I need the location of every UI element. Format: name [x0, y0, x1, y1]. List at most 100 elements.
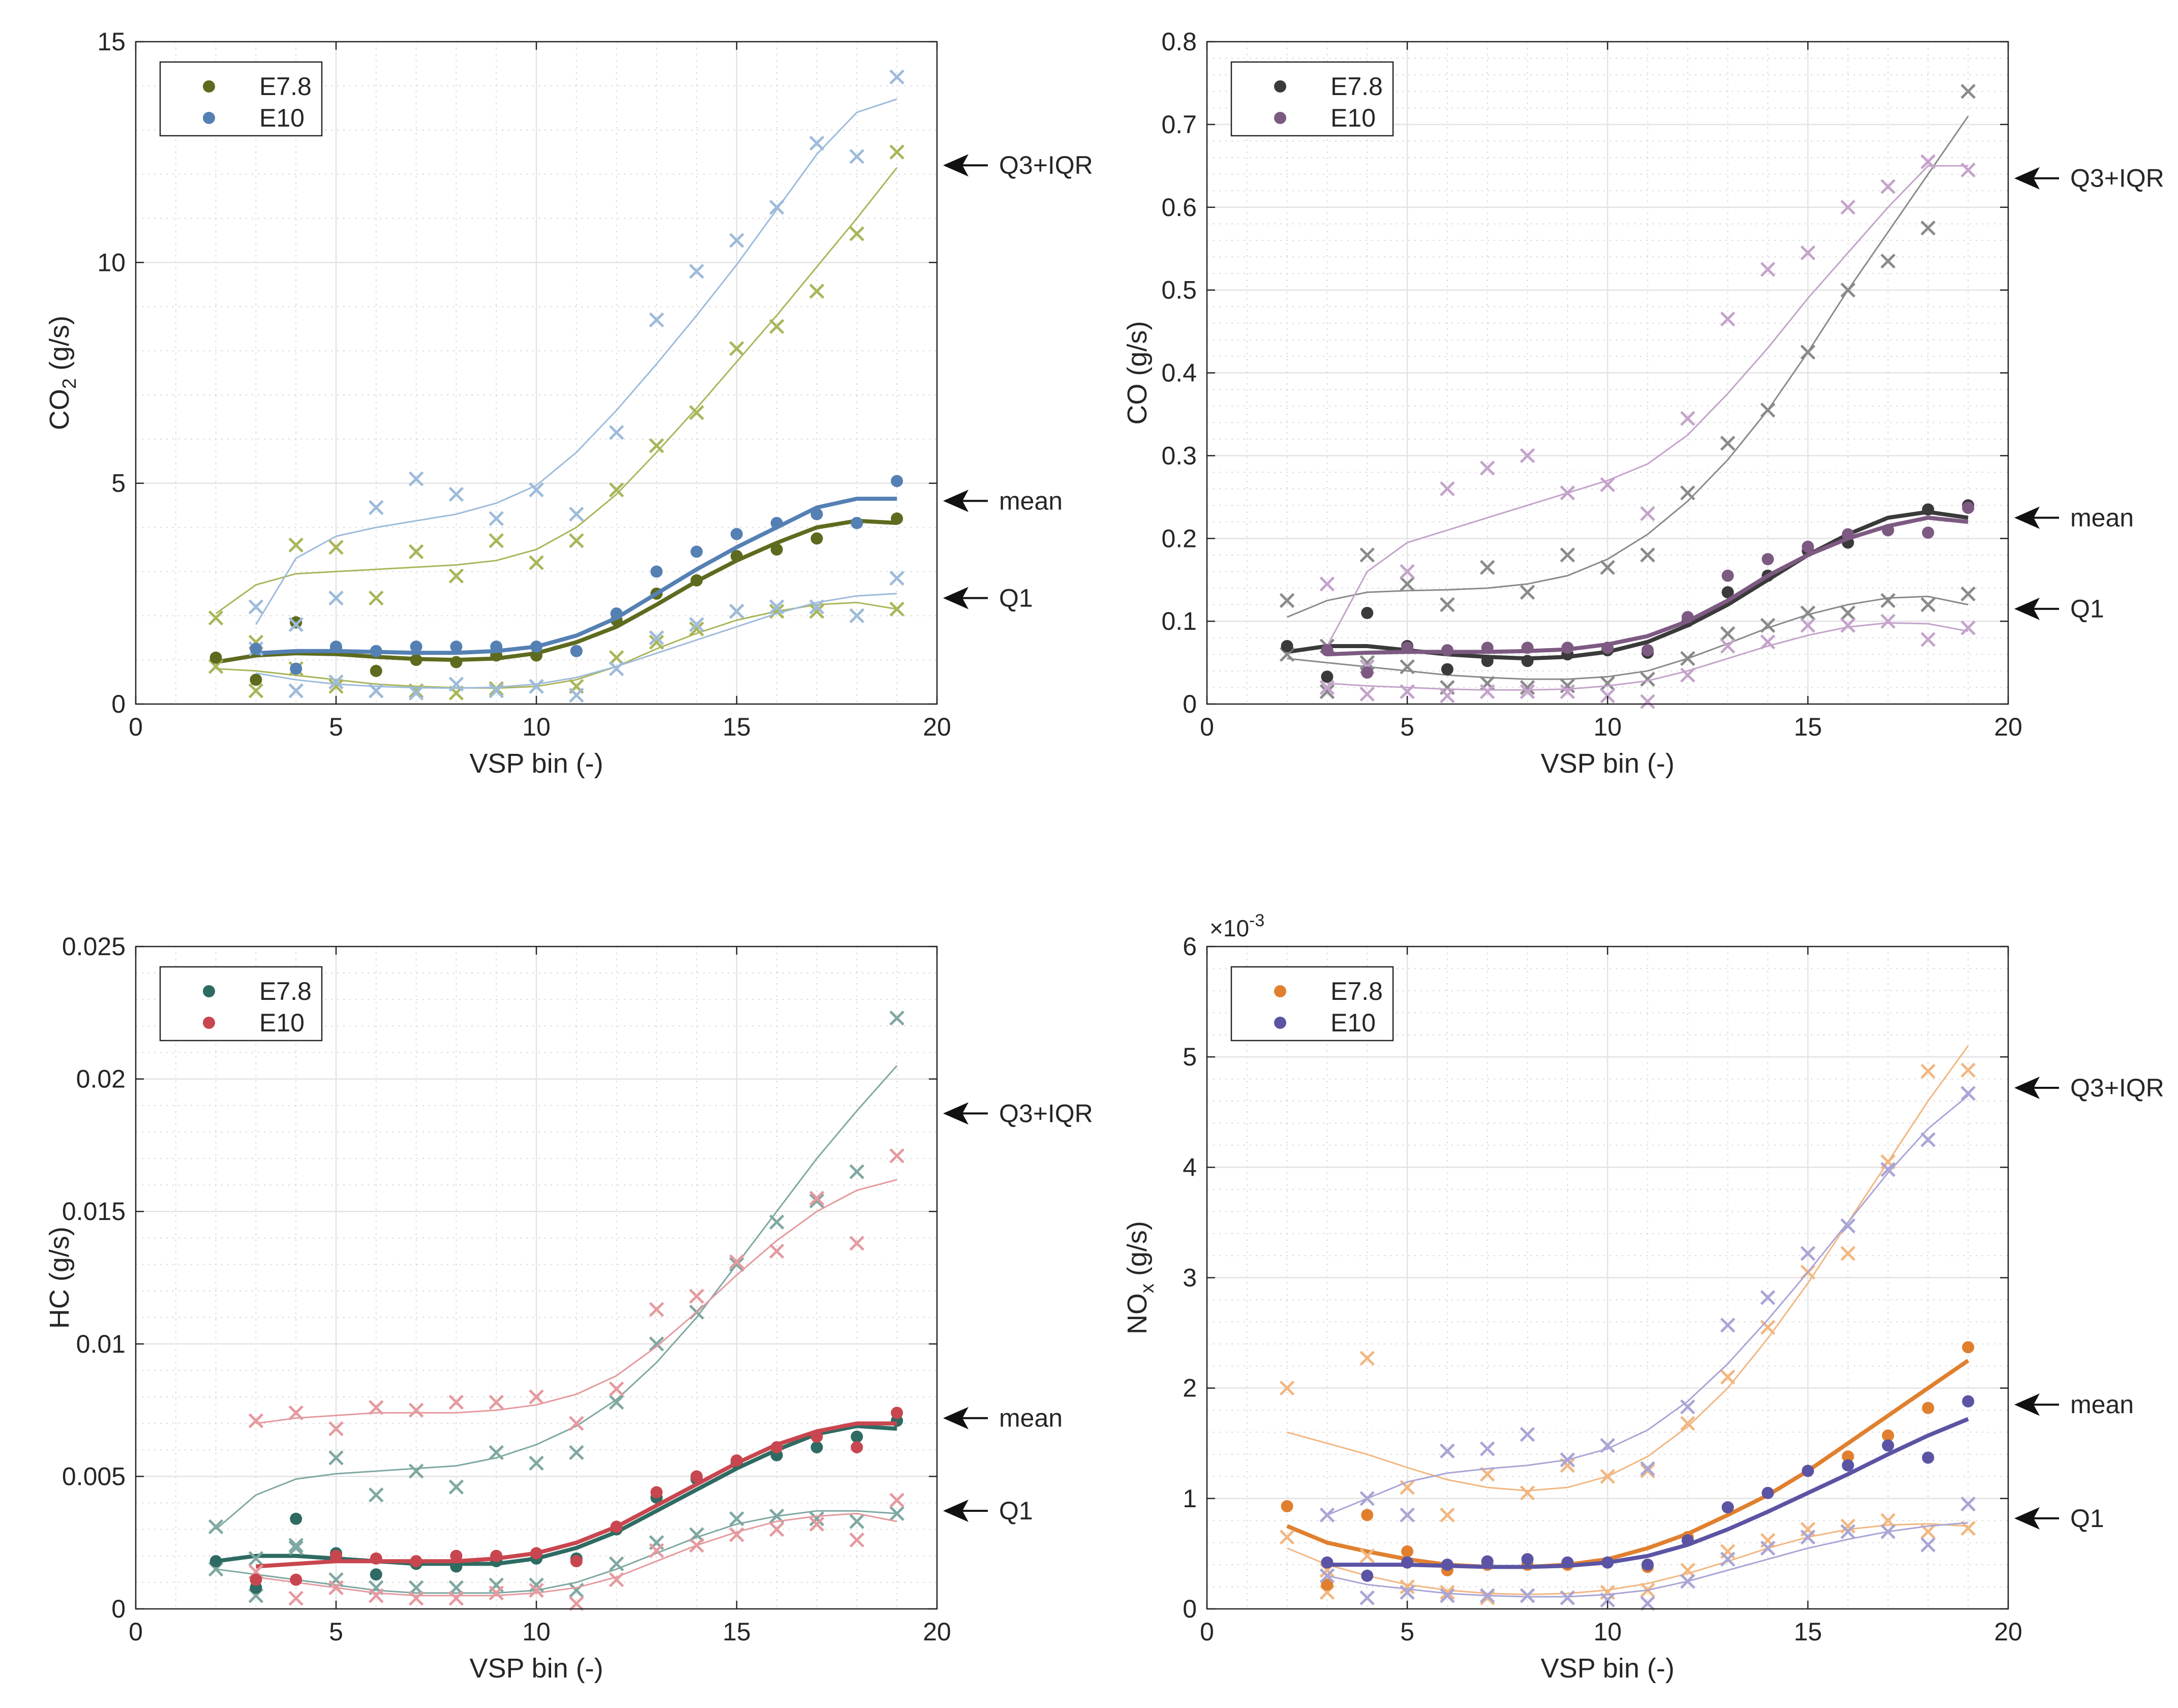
co-annotation-arrowhead [2014, 506, 2040, 529]
nox-ytick-label: 4 [1183, 1153, 1197, 1181]
hc-mean-point [810, 1430, 823, 1443]
co2-q3iqr-point [448, 568, 464, 584]
co-ytick-label: 0.2 [1161, 524, 1197, 553]
nox-q1-point [1440, 1584, 1455, 1600]
co-annotation-label: mean [2070, 504, 2134, 532]
co-mean-point [1321, 670, 1334, 683]
co-mean-point [1762, 553, 1774, 565]
co-q3iqr-point [1400, 564, 1415, 580]
co-annotation-arrowhead [2014, 167, 2040, 190]
hc-q3iqr-point [689, 1289, 704, 1304]
nox-ytick-label: 0 [1183, 1595, 1197, 1623]
hc-mean-point [370, 1552, 382, 1565]
nox-mean-point [1361, 1569, 1374, 1582]
nox-ytick-label: 2 [1183, 1374, 1197, 1402]
hc-mean-point [810, 1441, 823, 1454]
co-ytick-label: 0.3 [1161, 441, 1197, 470]
co-chart: 0 5 10 15 20 0 0.1 0.2 0.3 0.4 0.5 0.6 0.7 0.8 VSP bin… [1122, 27, 2164, 779]
hc-q3iqr-point [809, 1193, 825, 1209]
co2-q3iqr-point [849, 226, 865, 241]
nox-legend-marker [1274, 1017, 1286, 1029]
nox-q1-point [1960, 1496, 1976, 1512]
nox-q3iqr-point [1600, 1438, 1615, 1453]
hc-q1-point [809, 1516, 825, 1532]
co-q1-point [1319, 680, 1335, 695]
co2-q3iqr-point [408, 544, 424, 560]
co2-annotation-arrowhead [943, 490, 969, 512]
nox-legend: E7.8 E10 [1230, 966, 1394, 1042]
co-mean-point [1401, 642, 1413, 654]
hc-q3iqr-point [609, 1381, 624, 1397]
co2-annotation: Q1 [943, 584, 1033, 613]
co2-q3iqr-point [529, 482, 544, 498]
co2-q3iqr-point [288, 537, 304, 553]
nox-q1-point [1920, 1537, 1936, 1552]
hc-q1-point [729, 1527, 744, 1542]
co2-q1-point [489, 683, 504, 698]
co2-legend-label: E10 [259, 104, 305, 132]
co2-q1-point [889, 601, 904, 617]
co-q1-point [1640, 694, 1655, 709]
co2-ylabel: CO2 (g/s) [44, 316, 80, 430]
nox-q3iqr-point [1520, 1427, 1535, 1442]
co2-ytick-label: 15 [97, 27, 126, 56]
nox-mean-point [1721, 1501, 1734, 1514]
co-q1-point [1960, 586, 1976, 602]
co-annotation: Q3+IQR [2014, 164, 2164, 193]
co2-q1-point [208, 659, 224, 674]
co2-chart: 0 5 10 15 20 0 5 10 15 VSP bin (-) CO2 (g/s) E7.8 E1… [44, 27, 1093, 779]
co2-mean-point [610, 607, 623, 620]
nox-ylabel-sub: x [1137, 1284, 1158, 1293]
hc-annotation-label: mean [999, 1404, 1063, 1432]
co2-legend-box [159, 61, 323, 137]
co2-mean-point [209, 651, 222, 664]
co-q1-point [1720, 626, 1736, 642]
nox-q1-point [1479, 1590, 1495, 1606]
nox-mean-point [1401, 1545, 1413, 1558]
co2-annotation-label: mean [999, 486, 1063, 515]
hc-mean-point [209, 1555, 222, 1568]
co-mean-fit-line [1287, 510, 1969, 661]
co-mean-point [1721, 586, 1734, 599]
co2-q1-point [328, 674, 344, 690]
hc-xtick-label: 5 [329, 1618, 343, 1646]
nox-q3iqr-point [1720, 1369, 1736, 1385]
nox-legend-marker [1274, 985, 1286, 997]
hc-q3iqr-point [529, 1455, 544, 1471]
co-ytick-label: 0 [1183, 690, 1197, 718]
hc-annotation-label: Q1 [999, 1497, 1033, 1525]
nox-mean-fit-line [1327, 1417, 1969, 1569]
hc-ytick-label: 0 [111, 1595, 126, 1623]
nox-q1-fit-line [1287, 1523, 1969, 1596]
co-minor-grid [1207, 42, 2008, 704]
co-q3iqr-point [1640, 506, 1655, 522]
nox-mean-fit-line [1286, 1359, 1970, 1569]
hc-mean-point [851, 1441, 863, 1454]
hc-q3iqr-point [849, 1235, 865, 1251]
co2-q1-fit-line [256, 593, 897, 689]
co2-mean-point [290, 616, 302, 629]
nox-q1-fit-line [1327, 1522, 1969, 1598]
nox-ylabel-tail: (g/s) [1122, 1221, 1153, 1284]
nox-q1-point [1359, 1590, 1375, 1606]
nox-annotation-label: Q3+IQR [2070, 1074, 2164, 1102]
hc-q1-point [448, 1591, 464, 1606]
nox-q3iqr-point [1359, 1351, 1375, 1366]
hc-q1-point [288, 1591, 304, 1606]
nox-annotation-label: Q1 [2070, 1504, 2104, 1533]
hc-mean-point [290, 1512, 302, 1525]
nox-q3iqr-point [1840, 1218, 1856, 1234]
co2-q1-point [689, 617, 704, 632]
hc-q1-point [649, 1543, 664, 1559]
hc-q3iqr-point [408, 1402, 424, 1418]
co-q3iqr-point [1319, 576, 1335, 592]
hc-legend-box [159, 966, 323, 1042]
co2-q3iqr-fit-line [215, 167, 898, 615]
co-mean-point [1882, 524, 1894, 536]
co2-xtick-label: 15 [722, 713, 751, 741]
hc-annotation: mean [943, 1404, 1063, 1432]
hc-q1-point [889, 1506, 904, 1521]
co-q3iqr-point [1680, 485, 1696, 501]
co-q1-point [1760, 618, 1775, 633]
co-mean-point [1521, 655, 1534, 667]
